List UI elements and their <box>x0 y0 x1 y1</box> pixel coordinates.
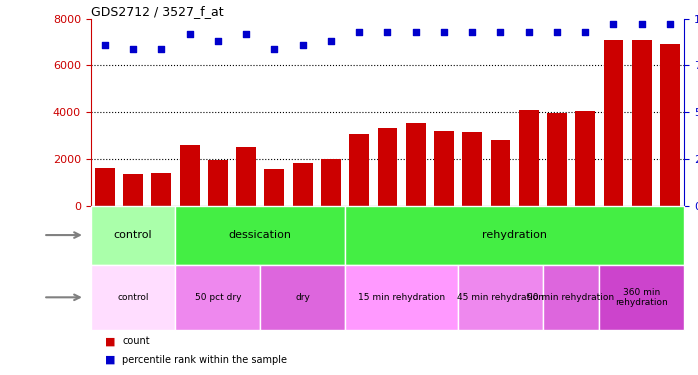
Point <box>354 29 365 35</box>
Text: control: control <box>117 293 149 302</box>
Bar <box>180 145 200 206</box>
Point <box>156 46 167 52</box>
Text: 45 min rehydration: 45 min rehydration <box>457 293 544 302</box>
Text: GDS2712 / 3527_f_at: GDS2712 / 3527_f_at <box>91 4 223 18</box>
Point <box>269 46 280 52</box>
Bar <box>175 206 345 265</box>
Point <box>382 29 393 35</box>
Bar <box>575 111 595 206</box>
Bar <box>491 140 510 206</box>
Text: dry: dry <box>295 293 310 302</box>
Point <box>128 46 139 52</box>
Bar <box>175 265 260 330</box>
Point <box>608 21 619 27</box>
Bar <box>458 265 543 330</box>
Bar <box>547 113 567 206</box>
Text: 50 pct dry: 50 pct dry <box>195 293 241 302</box>
Bar <box>543 265 600 330</box>
Text: 90 min rehydration: 90 min rehydration <box>528 293 615 302</box>
Bar <box>349 134 369 206</box>
Bar <box>124 174 143 206</box>
Point <box>325 38 336 44</box>
Bar <box>378 129 397 206</box>
Bar <box>91 265 175 330</box>
Point <box>241 31 252 37</box>
Bar <box>406 123 426 206</box>
Text: ■: ■ <box>105 355 115 365</box>
Point <box>495 29 506 35</box>
Bar <box>91 206 175 265</box>
Bar <box>462 132 482 206</box>
Bar <box>660 44 680 206</box>
Bar <box>292 164 313 206</box>
Point <box>297 42 309 48</box>
Point <box>212 38 223 44</box>
Text: dessication: dessication <box>229 230 292 240</box>
Bar <box>151 173 171 206</box>
Bar <box>265 170 284 206</box>
Text: ■: ■ <box>105 336 115 346</box>
Point <box>184 31 195 37</box>
Bar <box>321 159 341 206</box>
Bar <box>600 265 684 330</box>
Bar <box>95 168 114 206</box>
Text: rehydration: rehydration <box>482 230 547 240</box>
Point <box>551 29 563 35</box>
Point <box>523 29 534 35</box>
Text: 15 min rehydration: 15 min rehydration <box>358 293 445 302</box>
Text: control: control <box>114 230 152 240</box>
Bar <box>260 265 345 330</box>
Bar <box>632 40 651 206</box>
Point <box>410 29 421 35</box>
Point <box>438 29 450 35</box>
Text: percentile rank within the sample: percentile rank within the sample <box>122 355 287 365</box>
Bar <box>236 147 256 206</box>
Text: count: count <box>122 336 150 346</box>
Bar <box>519 110 539 206</box>
Point <box>664 21 676 27</box>
Bar <box>345 265 458 330</box>
Point <box>466 29 477 35</box>
Point <box>99 42 110 48</box>
Bar <box>345 206 684 265</box>
Bar <box>604 40 623 206</box>
Bar <box>208 160 228 206</box>
Text: 360 min
rehydration: 360 min rehydration <box>615 288 668 307</box>
Point <box>636 21 647 27</box>
Point <box>579 29 591 35</box>
Bar <box>434 131 454 206</box>
